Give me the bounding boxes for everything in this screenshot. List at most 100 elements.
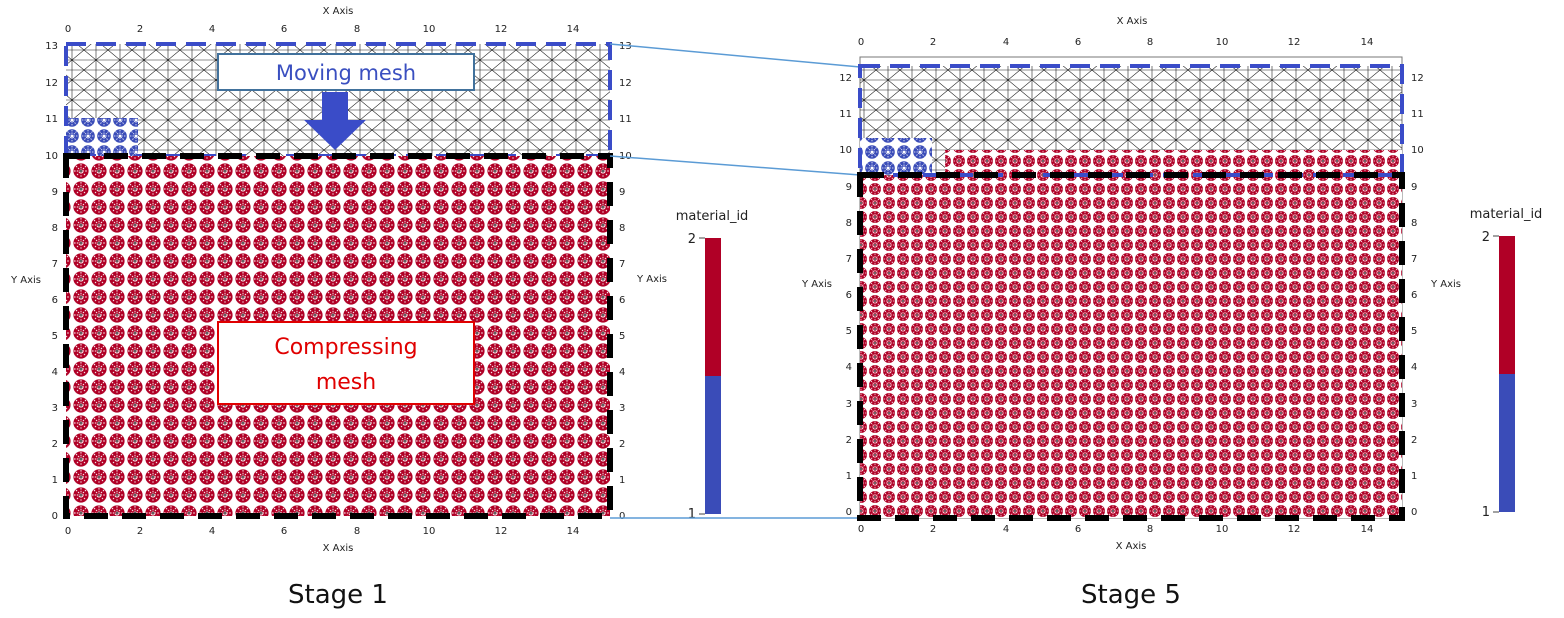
stage5-bottom-x-tick: 10 <box>1216 524 1229 535</box>
stage5-left-y-ticks: 0 1 2 3 4 5 6 7 8 9 10 11 12 <box>839 73 852 518</box>
stage5-left-y-tick: 11 <box>839 109 852 120</box>
stage1-left-y-tick: 11 <box>45 114 58 125</box>
colorbar-segment-material-1 <box>1499 374 1515 512</box>
stage1-right-y-tick: 0 <box>619 511 625 522</box>
stage1-bottom-x-tick: 2 <box>137 526 143 537</box>
compressing-mesh-label-box <box>217 321 475 405</box>
stage5-bottom-x-axis-label: X Axis <box>1116 541 1147 552</box>
stage5-moving-region-border <box>858 64 1404 177</box>
stage5-right-y-axis-label: Y Axis <box>1430 279 1461 290</box>
stage5-right-y-ticks: 0 1 2 3 4 5 6 7 8 9 10 11 12 <box>1411 73 1424 518</box>
stage5-top-x-tick: 8 <box>1147 37 1153 48</box>
stage1-left-y-axis-label: Y Axis <box>10 275 41 286</box>
stage5-right-y-tick: 6 <box>1411 290 1417 301</box>
stage5-top-x-tick: 12 <box>1288 37 1301 48</box>
stage5-right-y-tick: 10 <box>1411 145 1424 156</box>
stage5-right-y-tick: 2 <box>1411 435 1417 446</box>
stage1-top-x-axis-label: X Axis <box>323 6 354 17</box>
stage1-right-y-tick: 8 <box>619 223 625 234</box>
stage1-top-x-tick: 6 <box>281 24 287 35</box>
stage5-top-x-tick: 4 <box>1003 37 1009 48</box>
stage1-right-y-tick: 7 <box>619 259 625 270</box>
stage5-left-y-axis-label: Y Axis <box>801 279 832 290</box>
stage1-left-y-tick: 5 <box>52 331 58 342</box>
stage1-right-y-tick: 11 <box>619 114 632 125</box>
stage5-right-y-tick: 9 <box>1411 182 1417 193</box>
stage1-left-y-tick: 13 <box>45 41 58 52</box>
stage5-bulge-region <box>945 150 1402 175</box>
stage5-colorbar-min-label: 1 <box>1482 505 1490 520</box>
stage1-left-y-tick: 4 <box>52 367 58 378</box>
stage1-top-x-tick: 14 <box>567 24 580 35</box>
stage5-top-x-tick: 10 <box>1216 37 1229 48</box>
stage-5-panel: X Axis 0 2 4 6 8 10 12 14 0 1 2 3 4 <box>801 16 1461 610</box>
stage1-left-y-tick: 8 <box>52 223 58 234</box>
stage1-left-y-tick: 1 <box>52 475 58 486</box>
stage1-bottom-x-tick: 14 <box>567 526 580 537</box>
stage5-top-x-axis-label: X Axis <box>1117 16 1148 27</box>
stage1-moving-region-border <box>64 42 612 158</box>
stage5-bottom-x-tick: 2 <box>930 524 936 535</box>
stage5-left-y-tick: 7 <box>846 254 852 265</box>
stage5-top-x-tick: 14 <box>1361 37 1374 48</box>
stage5-moving-particles <box>860 138 932 175</box>
stage1-top-x-tick: 10 <box>423 24 436 35</box>
stage1-bottom-x-tick: 6 <box>281 526 287 537</box>
stage5-left-y-tick: 2 <box>846 435 852 446</box>
stage5-left-y-tick: 8 <box>846 218 852 229</box>
stage5-top-x-tick: 2 <box>930 37 936 48</box>
stage5-right-y-tick: 12 <box>1411 73 1424 84</box>
stage1-moving-particles <box>66 118 138 156</box>
stage5-colorbar: material_id 2 1 <box>1470 207 1543 520</box>
stage1-right-y-tick: 13 <box>619 41 632 52</box>
stage1-left-y-tick: 3 <box>52 403 58 414</box>
stage5-right-y-tick: 7 <box>1411 254 1417 265</box>
stage1-compressing-region-border <box>63 153 613 519</box>
stage1-top-x-tick: 12 <box>495 24 508 35</box>
stage1-bottom-x-tick: 10 <box>423 526 436 537</box>
stage1-caption: Stage 1 <box>288 580 388 610</box>
stage5-bottom-x-tick: 6 <box>1075 524 1081 535</box>
stage5-bottom-x-tick: 8 <box>1147 524 1153 535</box>
stage1-left-y-ticks: 0 1 2 3 4 5 6 7 8 9 10 11 12 13 <box>45 41 58 522</box>
moving-direction-arrow-icon <box>304 92 366 150</box>
compressing-mesh-label-line2: mesh <box>316 370 376 395</box>
stage5-right-y-tick: 3 <box>1411 399 1417 410</box>
stage1-top-x-tick: 0 <box>65 24 71 35</box>
colorbar-segment-material-1 <box>705 376 721 514</box>
stage5-right-y-tick: 1 <box>1411 471 1417 482</box>
stage5-top-x-tick: 0 <box>858 37 864 48</box>
stage1-top-x-tick: 4 <box>209 24 215 35</box>
stage1-right-y-axis-label: Y Axis <box>636 274 667 285</box>
stage1-colorbar-min-label: 1 <box>688 507 696 522</box>
stage5-left-y-tick: 9 <box>846 182 852 193</box>
stage1-right-y-tick: 3 <box>619 403 625 414</box>
stage1-left-y-tick: 0 <box>52 511 58 522</box>
colorbar-segment-material-2 <box>1499 236 1515 374</box>
moving-mesh-label-box <box>217 53 475 91</box>
stage1-top-x-ticks: 0 2 4 6 8 10 12 14 <box>65 24 580 35</box>
stage1-left-y-tick: 2 <box>52 439 58 450</box>
stage1-top-x-tick: 8 <box>354 24 360 35</box>
stage-1-panel: X Axis 0 2 4 6 8 10 12 14 Moving mesh <box>10 6 667 610</box>
stage1-colorbar-max-label: 2 <box>688 232 696 247</box>
stage1-colorbar: material_id 2 1 <box>676 209 749 522</box>
colorbar-segment-material-2 <box>705 238 721 376</box>
stage5-colorbar-max-label: 2 <box>1482 230 1490 245</box>
stage1-left-y-tick: 9 <box>52 187 58 198</box>
stage5-left-y-tick: 4 <box>846 362 852 373</box>
stage1-bottom-x-tick: 0 <box>65 526 71 537</box>
stage1-bottom-x-tick: 8 <box>354 526 360 537</box>
stage1-left-y-tick: 10 <box>45 151 58 162</box>
stage1-colorbar-title: material_id <box>676 209 749 224</box>
stage5-left-y-tick: 1 <box>846 471 852 482</box>
stage1-left-y-tick: 12 <box>45 78 58 89</box>
stage5-bottom-x-ticks: 0 2 4 6 8 10 12 14 <box>858 524 1374 535</box>
stage5-right-y-tick: 5 <box>1411 326 1417 337</box>
stage5-left-y-tick: 3 <box>846 399 852 410</box>
stage5-caption: Stage 5 <box>1081 580 1181 610</box>
stage5-bottom-x-tick: 0 <box>858 524 864 535</box>
stage5-left-y-tick: 12 <box>839 73 852 84</box>
stage1-right-y-tick: 6 <box>619 295 625 306</box>
stage-connector-lines <box>609 43 861 519</box>
